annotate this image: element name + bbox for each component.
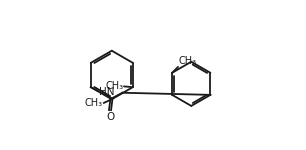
Text: CH₃: CH₃ bbox=[178, 56, 197, 66]
Text: HN: HN bbox=[99, 87, 115, 97]
Text: CH₃: CH₃ bbox=[85, 98, 103, 108]
Text: CH₃: CH₃ bbox=[105, 81, 123, 91]
Text: O: O bbox=[106, 112, 114, 122]
